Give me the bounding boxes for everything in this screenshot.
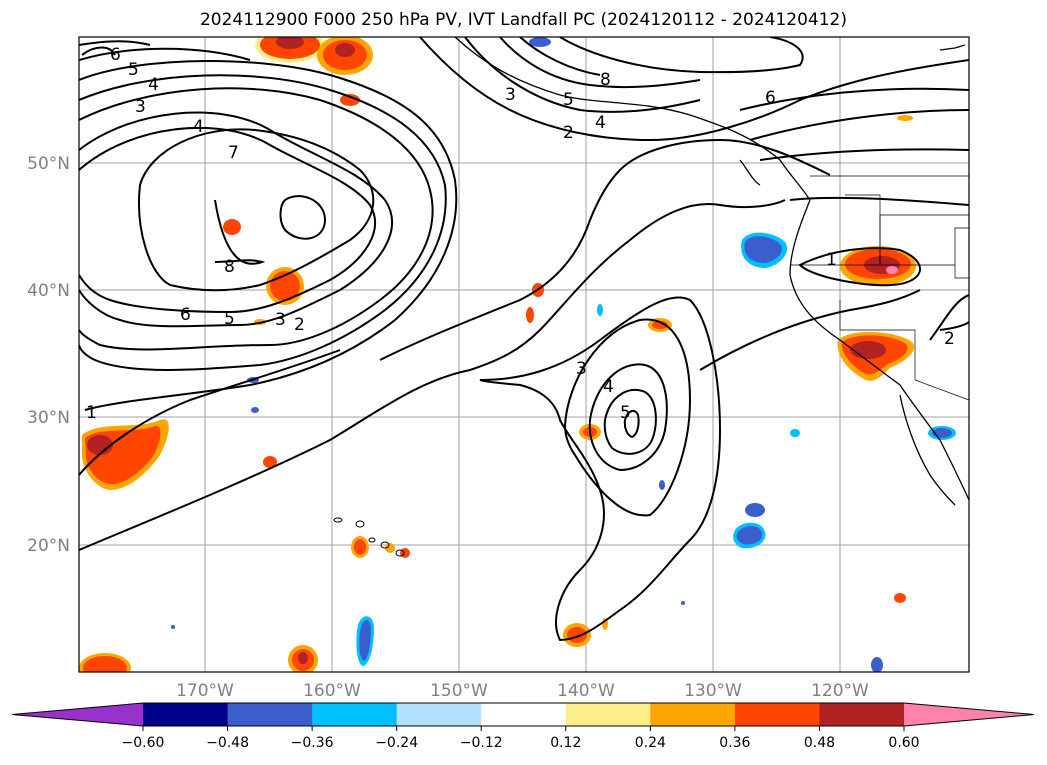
- colorbar-segment: [143, 703, 229, 726]
- coastlines: [454, 37, 969, 506]
- lon-label: 160°W: [303, 681, 361, 701]
- lon-label: 140°W: [557, 681, 615, 701]
- colorbar-tick-label: 0.48: [804, 735, 835, 751]
- contour-label: 2: [563, 123, 574, 143]
- contour-label: 6: [180, 305, 191, 325]
- gridlines: [79, 37, 969, 672]
- contour-label: 1: [86, 403, 97, 423]
- ivt-shading: [79, 37, 956, 672]
- contour-label: 4: [595, 113, 606, 133]
- colorbar-tick-label: 0.12: [550, 735, 581, 751]
- lon-label: 150°W: [430, 681, 488, 701]
- lat-labels: 50°N 40°N 30°N 20°N: [27, 154, 70, 556]
- colorbar-tick-label: 0.60: [888, 735, 919, 751]
- contour-label: 3: [275, 310, 286, 330]
- colorbar-segment: [650, 703, 736, 726]
- contour-label: 2: [944, 329, 955, 349]
- contour-label: 5: [128, 60, 139, 80]
- colorbar-tick-label: −0.24: [375, 735, 418, 751]
- contour-label: 8: [224, 257, 235, 277]
- colorbar: −0.60 −0.48 −0.36 −0.24 −0.12 0.12 0.24 0.36 0.4…: [11, 702, 1035, 751]
- colorbar-extend-max: [904, 703, 1034, 726]
- colorbar-segment: [312, 703, 398, 726]
- contour-label: 8: [600, 70, 611, 90]
- contour-label: 1: [826, 250, 837, 270]
- colorbar-segment: [734, 703, 820, 726]
- contour-label: 4: [603, 377, 614, 397]
- lon-labels: 170°W 160°W 150°W 140°W 130°W 120°W: [176, 681, 869, 701]
- colorbar-tick-label: −0.36: [291, 735, 334, 751]
- contour-label: 7: [228, 143, 239, 163]
- contour-label: 3: [576, 359, 587, 379]
- hawaiian-islands: [333, 517, 405, 557]
- contour-label: 4: [193, 117, 204, 137]
- contour-label: 3: [505, 85, 516, 105]
- lon-label: 120°W: [811, 681, 869, 701]
- contour-label: 6: [765, 88, 776, 108]
- contour-label: 4: [148, 75, 159, 95]
- colorbar-segment: [227, 703, 313, 726]
- map-title: 2024112900 F000 250 hPa PV, IVT Landfall…: [199, 10, 847, 30]
- colorbar-tick-label: −0.12: [460, 735, 503, 751]
- contour-label: 5: [224, 309, 235, 329]
- colorbar-segment: [565, 703, 651, 726]
- colorbar-extend-min: [12, 703, 143, 726]
- map-panel: [79, 37, 969, 672]
- colorbar-segment: [396, 703, 482, 726]
- lon-label: 130°W: [684, 681, 742, 701]
- colorbar-tick-label: −0.60: [122, 735, 165, 751]
- contour-label: 3: [135, 97, 146, 117]
- lat-label: 30°N: [27, 408, 70, 428]
- contour-label: 6: [110, 45, 121, 65]
- contour-label: 2: [294, 315, 305, 335]
- colorbar-segment: [819, 703, 905, 726]
- contour-label: 5: [620, 403, 631, 423]
- lat-label: 40°N: [27, 281, 70, 301]
- colorbar-segment: [481, 703, 567, 726]
- contour-labels: 6 5 4 3 4 7 8 6 5 3 2 1 3 5 8 4 2 6 3 4 …: [86, 45, 955, 423]
- lat-label: 50°N: [27, 154, 70, 174]
- colorbar-tick-label: 0.36: [719, 735, 750, 751]
- lon-label: 170°W: [176, 681, 234, 701]
- pv-contours: [79, 37, 969, 642]
- contour-label: 5: [563, 90, 574, 110]
- lat-label: 20°N: [27, 536, 70, 556]
- colorbar-tick-label: 0.24: [635, 735, 666, 751]
- map-frame: [78, 36, 970, 673]
- colorbar-tick-label: −0.48: [206, 735, 249, 751]
